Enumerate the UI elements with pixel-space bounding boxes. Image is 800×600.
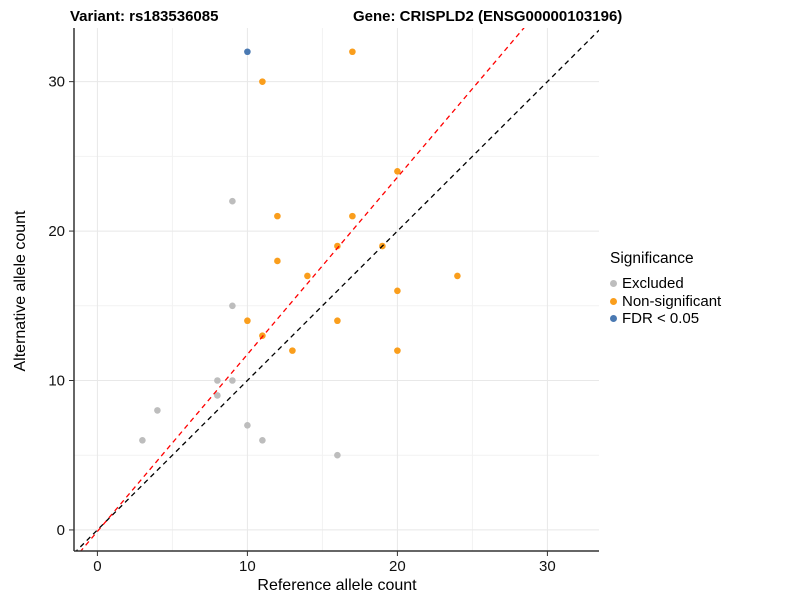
x-axis-title: Reference allele count bbox=[257, 577, 417, 594]
legend-title: Significance bbox=[610, 250, 694, 267]
data-point-non-significant bbox=[274, 212, 281, 220]
y-tick-label: 0 bbox=[57, 522, 65, 539]
data-point-non-significant bbox=[259, 78, 266, 85]
data-point-excluded bbox=[154, 407, 161, 414]
data-point-excluded bbox=[229, 302, 236, 310]
data-point-non-significant bbox=[394, 168, 401, 175]
fitted-ratio-line bbox=[79, 28, 525, 551]
legend-dot-2 bbox=[610, 315, 617, 323]
plot-title-variant: Variant: rs183536085 bbox=[70, 8, 219, 25]
data-point-non-significant bbox=[454, 272, 461, 280]
data-point-excluded bbox=[259, 436, 266, 444]
legend-label: Excluded bbox=[622, 275, 684, 293]
data-point-non-significant bbox=[274, 257, 281, 265]
data-point-non-significant bbox=[349, 48, 356, 56]
legend-item-fdr: FDR < 0.05 bbox=[610, 310, 721, 328]
data-point-non-significant bbox=[244, 317, 251, 325]
data-point-non-significant bbox=[289, 347, 296, 354]
data-point-excluded bbox=[229, 197, 236, 205]
legend: Significance Excluded Non-significant FD… bbox=[610, 250, 721, 328]
data-point-excluded bbox=[244, 422, 251, 429]
y-tick-label: 20 bbox=[48, 223, 65, 240]
y-tick-label: 10 bbox=[48, 373, 65, 390]
x-tick-label: 10 bbox=[239, 558, 256, 575]
data-point-excluded bbox=[214, 392, 221, 399]
x-tick-label: 30 bbox=[539, 558, 556, 575]
data-point-non-significant bbox=[334, 317, 341, 325]
legend-item-excluded: Excluded bbox=[610, 275, 721, 293]
data-point-excluded bbox=[214, 377, 221, 384]
data-point-non-significant bbox=[394, 287, 401, 295]
x-tick-label: 0 bbox=[93, 558, 101, 575]
legend-label: FDR < 0.05 bbox=[622, 310, 700, 328]
data-point-non-significant bbox=[349, 212, 356, 220]
identity-line bbox=[75, 29, 599, 551]
legend-dot-0 bbox=[610, 280, 617, 288]
data-point-excluded bbox=[334, 451, 341, 459]
legend-label: Non-significant bbox=[622, 292, 722, 310]
data-point-excluded bbox=[229, 377, 236, 384]
y-axis-title: Alternative allele count bbox=[12, 210, 29, 372]
data-point-non-significant bbox=[334, 242, 341, 250]
plot-title-gene: Gene: CRISPLD2 (ENSG00000103196) bbox=[353, 8, 623, 25]
data-point-non-significant bbox=[394, 347, 401, 354]
x-tick-label: 20 bbox=[389, 558, 406, 575]
y-tick-label: 30 bbox=[48, 74, 65, 91]
legend-dot-1 bbox=[610, 297, 617, 305]
legend-item-non-significant: Non-significant bbox=[610, 293, 721, 311]
data-point-fdr-0-05 bbox=[244, 48, 251, 56]
data-point-non-significant bbox=[304, 272, 311, 280]
data-point-excluded bbox=[139, 436, 146, 444]
